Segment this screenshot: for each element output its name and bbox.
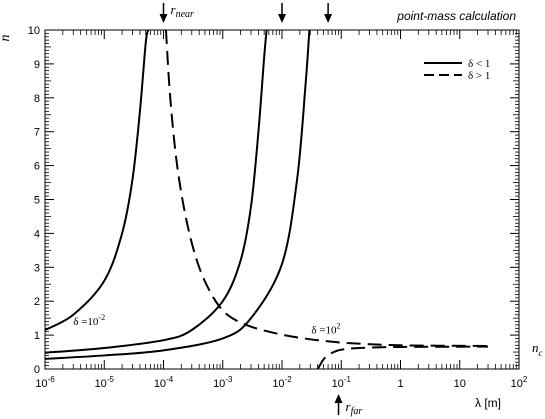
y-tick-label: 2 [34,296,40,308]
x-tick-label: 10-1 [332,375,352,390]
chart-title: point-mass calculation [396,9,516,23]
x-tick-label: 10-2 [272,375,292,390]
y-tick-label: 7 [34,127,40,139]
y-tick-label: 1 [34,330,40,342]
y-tick-label: 3 [34,262,40,274]
plot-frame [44,29,520,370]
arrow-r-near-head [159,14,168,23]
arrow-label-r-far: rfar [346,399,363,417]
legend-label-dashed: δ > 1 [468,70,490,82]
solid-curve-3 [44,29,311,360]
y-tick-label: 9 [34,59,40,71]
x-tick-label: 10 [454,378,466,390]
solid-curve-2 [44,29,268,354]
x-tick-label: 10-5 [95,375,115,390]
x-tick-label: 1 [397,378,403,390]
arrow-arrow-2-head [278,14,286,23]
y-tick-label: 10 [28,25,40,37]
annotation-delta-large: δ =102 [311,321,340,336]
y-axis-label: n [0,35,13,42]
y-tick-label: 0 [34,364,40,376]
dashed-curve-4 [164,29,489,347]
y-tick-label: 8 [34,93,40,105]
arrow-arrow-3-head [324,14,333,23]
x-tick-label: 10-3 [213,375,233,390]
annotation-delta-small: δ =10-2 [73,313,105,328]
y-tick-label: 4 [34,228,40,240]
legend-label-solid: δ < 1 [468,58,490,70]
y-tick-label: 6 [34,161,40,173]
x-tick-label: 102 [511,375,528,390]
annotation-nc: nc [532,340,543,358]
x-axis-label: λ [m] [475,396,501,410]
y-tick-label: 5 [34,195,40,207]
arrow-r-far-head [334,394,343,403]
x-tick-label: 10-4 [154,375,174,390]
dashed-curve-5 [316,345,489,370]
arrow-label-r-near: rnear [171,2,195,20]
solid-curve-1 [44,29,150,331]
x-tick-label: 10-6 [35,375,55,390]
